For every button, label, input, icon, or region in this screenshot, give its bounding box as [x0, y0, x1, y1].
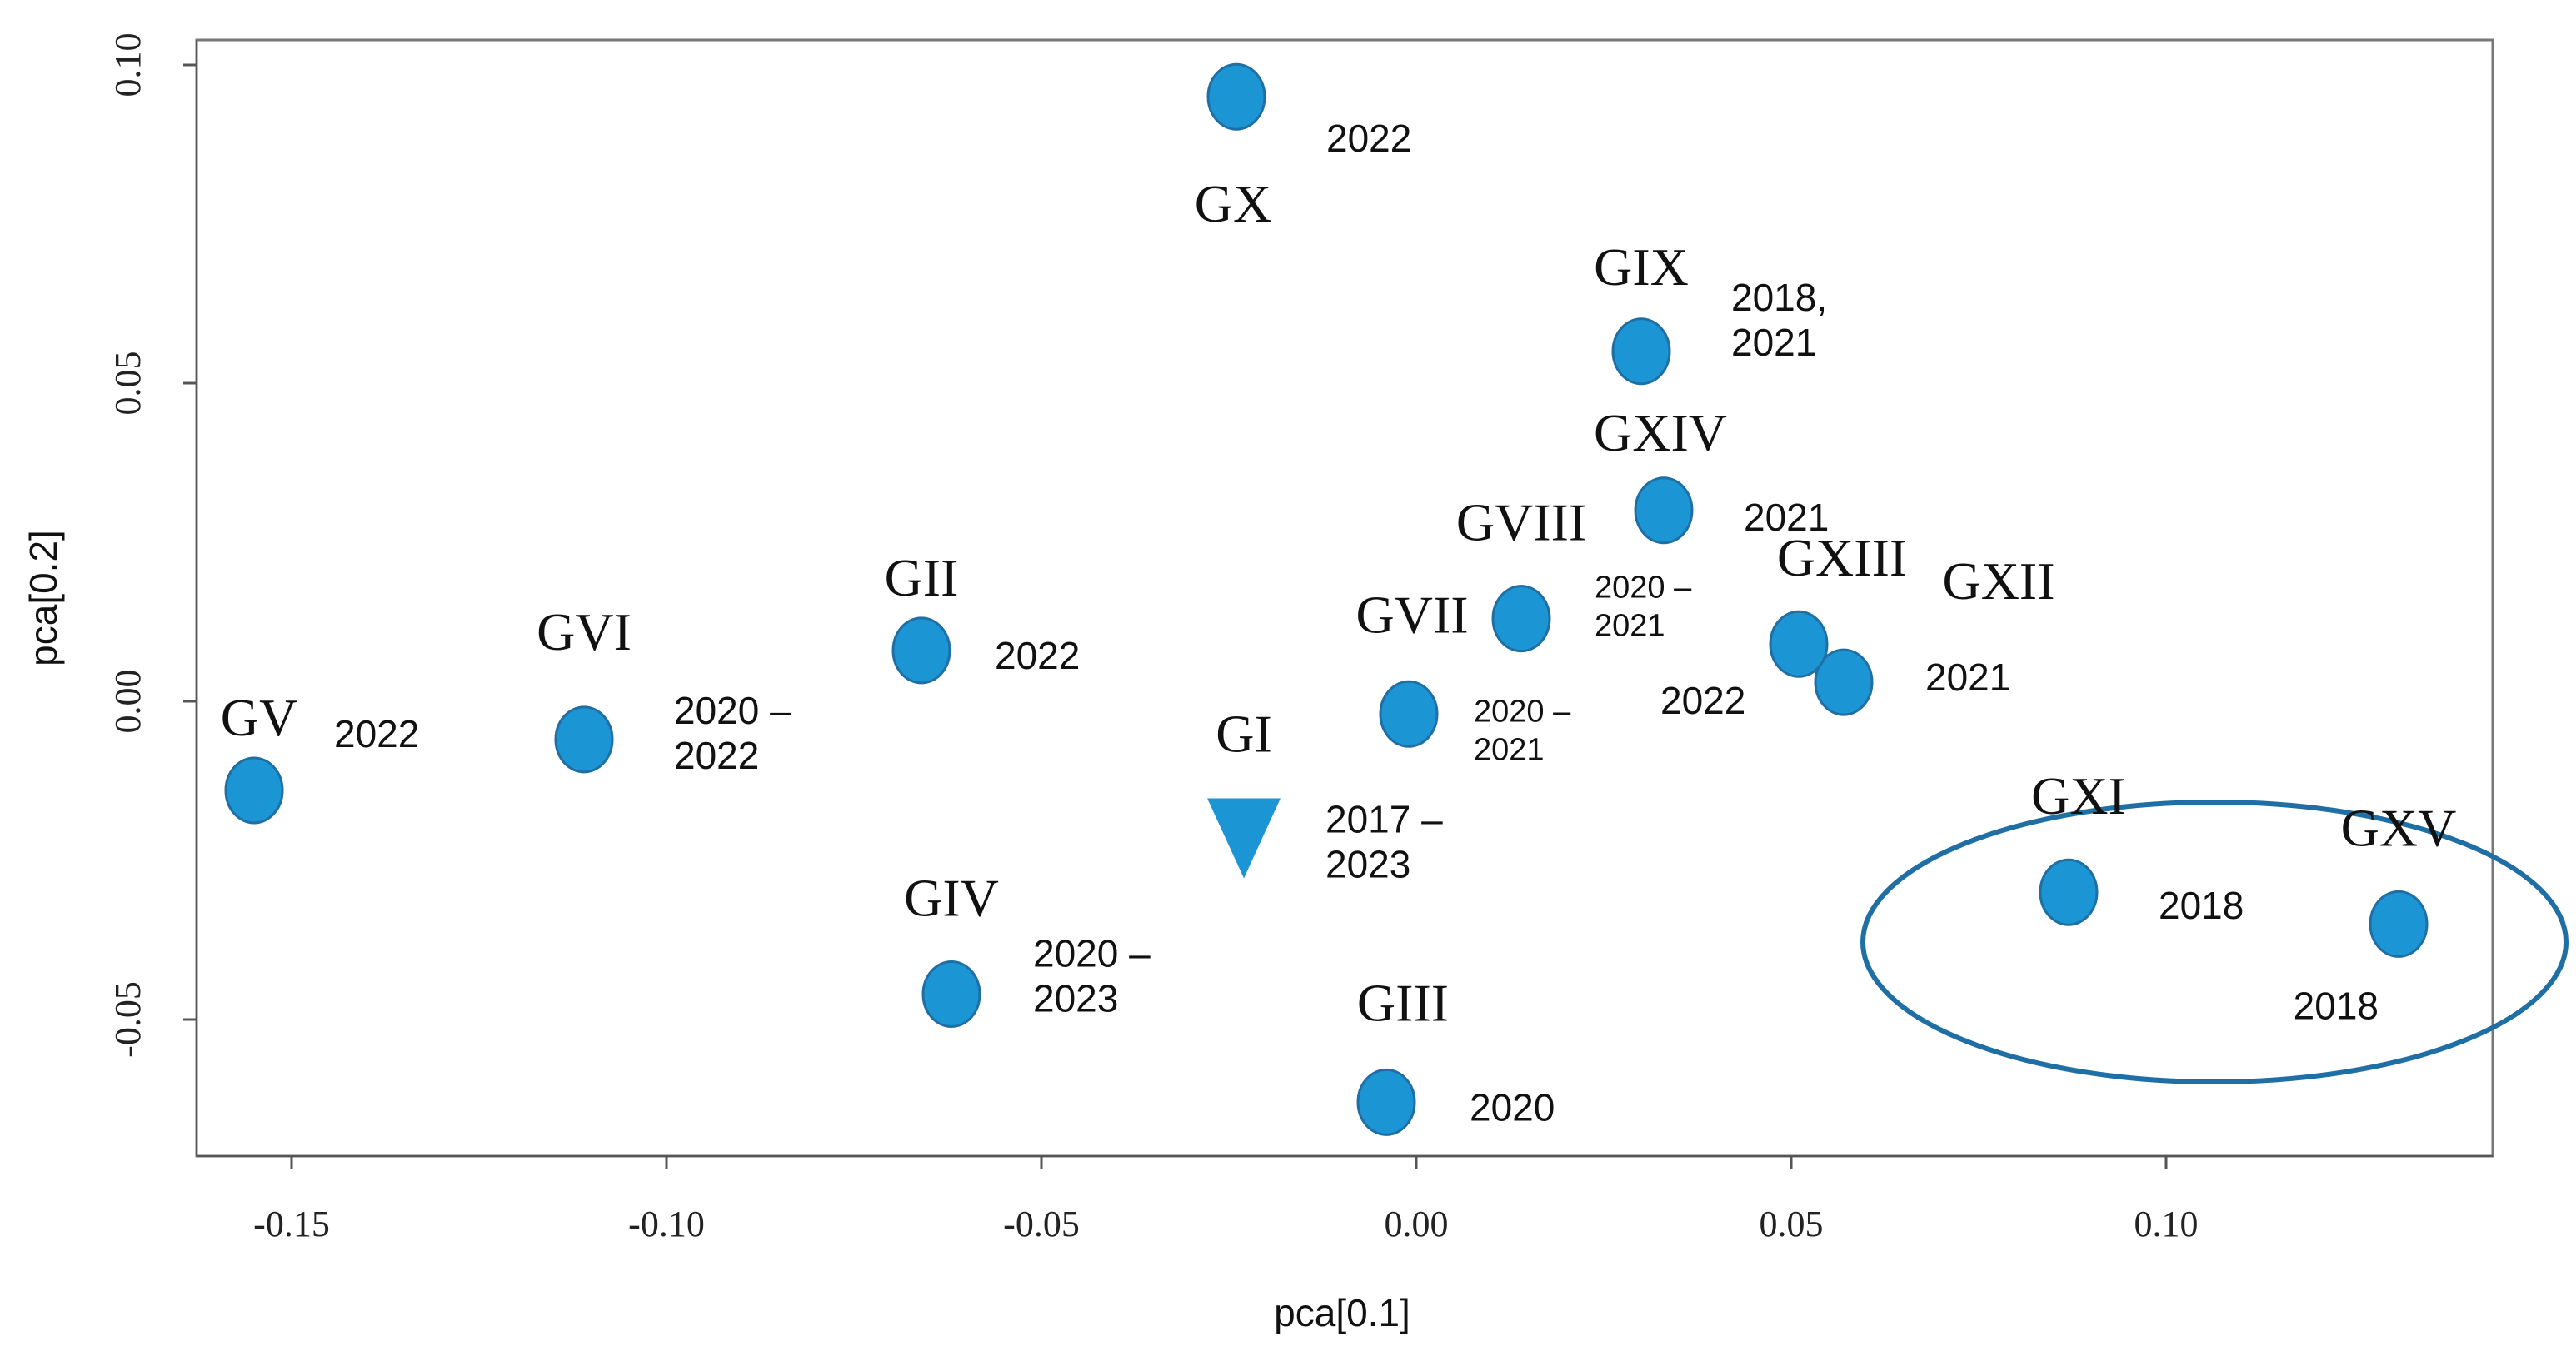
group-label: GVIII [1456, 493, 1586, 552]
x-axis-label: pca[0.1] [1274, 1291, 1410, 1334]
circle-marker [2369, 890, 2429, 958]
group-label: GX [1195, 174, 1271, 233]
point-gi: GI 2017 –2023 [1207, 704, 1443, 885]
group-label: GIII [1357, 973, 1449, 1032]
group-label: GI [1216, 704, 1272, 763]
point-gxv: GXV 2018 [2294, 798, 2457, 1027]
year-label: 2021 [1925, 656, 2010, 699]
x-tick-label: 0.05 [1760, 1204, 1824, 1244]
year-label: 2018, [1731, 276, 1827, 319]
x-tick-label: -0.15 [253, 1204, 330, 1244]
circle-marker [1634, 476, 1694, 545]
circle-marker [2039, 858, 2099, 926]
y-tick-label: 0.00 [107, 670, 148, 734]
x-tick-label: -0.10 [628, 1204, 705, 1244]
y-tick-label: 0.10 [107, 33, 148, 97]
point-gii: GII 2022 [885, 548, 1080, 685]
group-label: GXI [2031, 766, 2126, 825]
point-gv: GV 2022 [221, 688, 419, 825]
plot-frame [195, 38, 2494, 1158]
year-label: 2021 [1744, 496, 1829, 539]
point-gix: GIX 2018,2021 [1594, 237, 1827, 386]
group-label: GIV [904, 868, 999, 927]
point-giii: GIII 2020 [1356, 973, 1555, 1136]
circle-marker [554, 705, 614, 774]
circle-marker [1206, 62, 1266, 131]
year-label: 2022 [1326, 117, 1411, 160]
group-label: GII [885, 548, 959, 607]
year-label: 2022 [334, 712, 419, 755]
circle-marker [1491, 585, 1551, 653]
group-label: GXIV [1594, 403, 1727, 462]
circle-marker [891, 616, 951, 685]
year-label: 2018 [2159, 884, 2244, 927]
point-gxiii: GXIII 2022 [1660, 528, 1907, 722]
year-label: 2022 [1660, 679, 1745, 722]
group-label: GV [221, 688, 297, 747]
year-label: 2022 [674, 734, 759, 777]
group-label: GXII [1942, 551, 2054, 611]
group-label: GXV [2341, 798, 2457, 857]
year-label: 2022 [995, 634, 1080, 677]
x-axis: -0.15 -0.10 -0.05 0.00 0.05 0.10 [197, 1155, 2493, 1244]
group-label: GVI [537, 602, 632, 661]
y-tick-label: -0.05 [107, 981, 148, 1058]
triangle-marker [1207, 798, 1281, 879]
x-tick-label: 0.10 [2134, 1204, 2199, 1244]
point-gvi: GVI 2020 –2022 [537, 602, 791, 777]
cluster-highlight-ellipse [1860, 800, 2569, 1084]
year-label: 2021 [1731, 321, 1816, 364]
x-tick-label: -0.05 [1003, 1204, 1080, 1244]
year-label: 2018 [2294, 984, 2379, 1027]
year-label: 2020 – [1474, 694, 1571, 729]
year-label: 2020 – [1595, 571, 1692, 606]
year-label: 2020 – [674, 689, 791, 732]
circle-marker [1611, 317, 1671, 386]
circle-marker [1769, 610, 1829, 678]
circle-marker [921, 960, 981, 1028]
group-label: GXIII [1777, 528, 1907, 587]
year-label: 2017 – [1325, 797, 1443, 840]
y-axis: 0.10 0.05 0.00 -0.05 [107, 33, 197, 1156]
year-label: 2021 [1595, 609, 1665, 644]
point-gxii: GXII 2021 [1814, 551, 2055, 716]
year-label: 2023 [1325, 842, 1410, 885]
circle-marker [1379, 680, 1439, 748]
point-gx: GX 2022 [1195, 62, 1411, 233]
circle-marker [1356, 1068, 1416, 1136]
x-tick-label: 0.00 [1385, 1204, 1449, 1244]
point-gxiv: GXIV 2021 [1594, 403, 1829, 545]
group-label: GVII [1355, 585, 1468, 644]
year-label: 2023 [1033, 976, 1118, 1020]
point-giv: GIV 2020 –2023 [904, 868, 1151, 1028]
circle-marker [224, 756, 284, 825]
point-gviii: GVIII 2020 –2021 [1456, 493, 1692, 653]
y-tick-label: 0.05 [107, 351, 148, 416]
year-label: 2020 [1470, 1085, 1555, 1129]
year-label: 2020 – [1033, 931, 1151, 975]
circle-marker [1814, 648, 1874, 716]
group-label: GIX [1594, 237, 1689, 297]
y-axis-label: pca[0.2] [22, 530, 65, 666]
point-gxi: GXI 2018 [2031, 766, 2244, 927]
year-label: 2021 [1474, 732, 1545, 767]
point-gvii: GVII 2020 –2021 [1355, 585, 1571, 767]
